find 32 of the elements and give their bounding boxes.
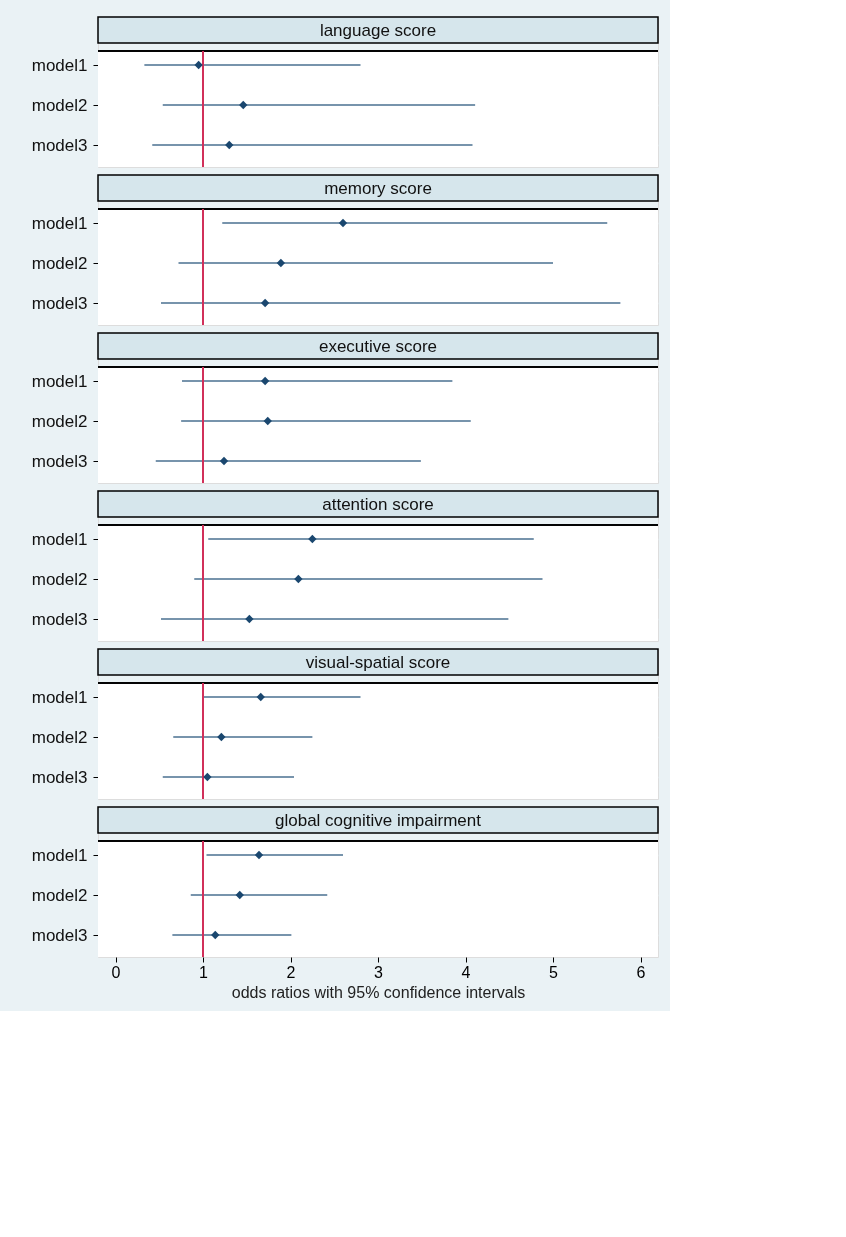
chart-title: visual-spatial score	[305, 653, 451, 672]
x-axis-title: odds ratios with 95% confidence intervals	[231, 983, 526, 1001]
x-tick-label: 6	[636, 963, 646, 981]
y-tick-label: model3	[31, 609, 88, 629]
x-tick-label: 3	[374, 963, 384, 981]
y-tick-label: model2	[31, 411, 88, 431]
y-tick-label: model2	[31, 569, 88, 589]
y-tick-label: model1	[31, 529, 88, 549]
chart-title: language score	[319, 21, 437, 40]
y-tick-label: model3	[31, 925, 88, 945]
chart-title: executive score	[318, 337, 438, 356]
y-tick-label: model2	[31, 727, 88, 747]
chart-title: global cognitive impairment	[275, 811, 482, 830]
y-tick-label: model2	[31, 95, 88, 115]
y-tick-label: model1	[31, 845, 88, 865]
y-tick-label: model2	[31, 885, 88, 905]
y-tick-label: model2	[31, 253, 88, 273]
x-tick-label: 1	[199, 963, 209, 981]
y-tick-label: model3	[31, 135, 88, 155]
y-tick-label: model3	[31, 293, 88, 313]
y-tick-label: model1	[31, 371, 88, 391]
chart-title: attention score	[322, 495, 434, 514]
x-tick-label: 2	[286, 963, 296, 981]
chart-title: memory score	[324, 179, 432, 198]
y-tick-label: model1	[31, 55, 88, 75]
x-tick-label: 4	[461, 963, 471, 981]
x-tick-label: 0	[111, 963, 121, 981]
y-tick-label: model1	[31, 213, 88, 233]
y-tick-label: model1	[31, 687, 88, 707]
x-tick-label: 5	[549, 963, 559, 981]
y-tick-label: model3	[31, 451, 88, 471]
y-tick-label: model3	[31, 767, 88, 787]
